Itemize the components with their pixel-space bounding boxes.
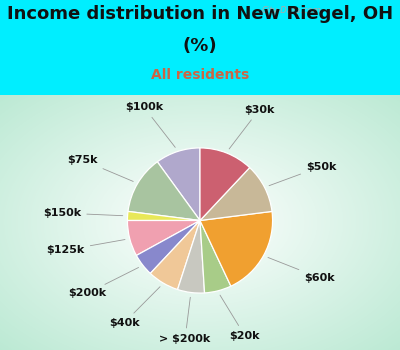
Text: $150k: $150k xyxy=(43,208,123,218)
Text: Income distribution in New Riegel, OH: Income distribution in New Riegel, OH xyxy=(7,5,393,23)
Text: $75k: $75k xyxy=(67,155,133,181)
Text: City-Data.com: City-Data.com xyxy=(261,6,321,15)
Text: All residents: All residents xyxy=(151,68,249,82)
Wedge shape xyxy=(136,220,200,273)
Text: $60k: $60k xyxy=(268,258,335,283)
Text: $200k: $200k xyxy=(68,267,138,299)
Text: > $200k: > $200k xyxy=(160,297,211,343)
Wedge shape xyxy=(200,220,231,293)
Wedge shape xyxy=(128,162,200,220)
Wedge shape xyxy=(150,220,200,289)
Wedge shape xyxy=(200,148,250,220)
Text: $125k: $125k xyxy=(46,239,125,255)
Wedge shape xyxy=(200,168,272,220)
Wedge shape xyxy=(200,211,272,286)
Text: $20k: $20k xyxy=(220,295,260,341)
Wedge shape xyxy=(157,148,200,220)
Wedge shape xyxy=(128,211,200,220)
Text: $40k: $40k xyxy=(109,287,160,328)
Text: $50k: $50k xyxy=(269,161,336,186)
Text: $100k: $100k xyxy=(125,103,175,147)
Text: (%): (%) xyxy=(183,37,217,55)
Text: $30k: $30k xyxy=(229,105,274,149)
Wedge shape xyxy=(178,220,204,293)
Wedge shape xyxy=(128,220,200,256)
